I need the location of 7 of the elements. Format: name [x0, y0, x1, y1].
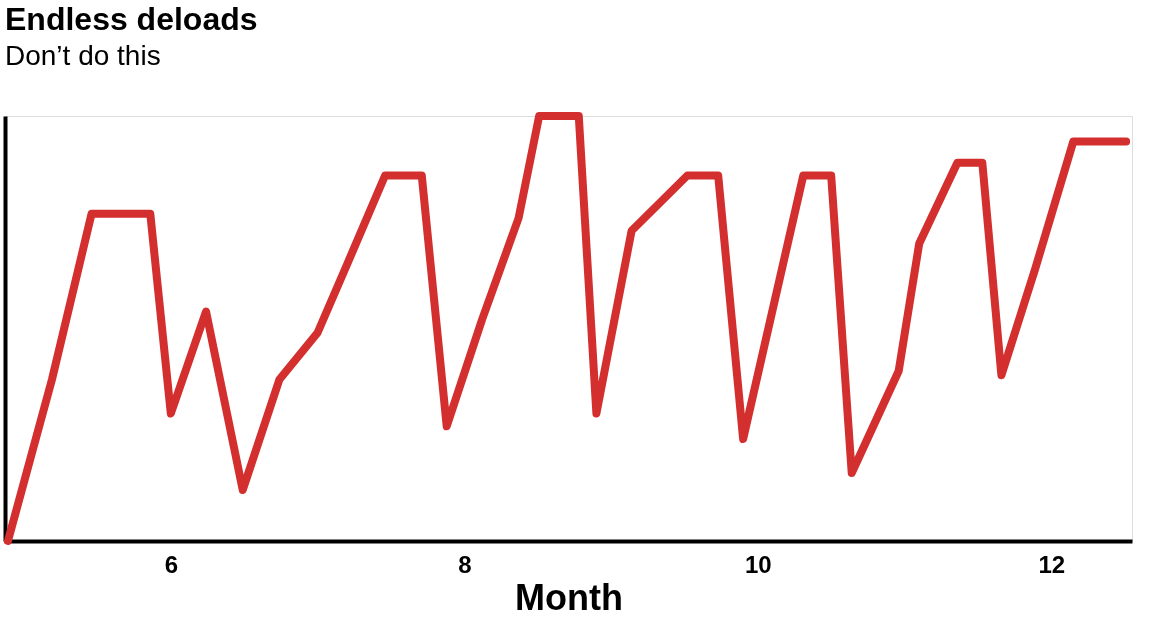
- x-axis-title: Month: [515, 576, 623, 618]
- x-tick-label: 12: [1038, 550, 1066, 578]
- chart-title: Endless deloads: [5, 1, 258, 37]
- chart-subtitle: Don’t do this: [5, 40, 161, 71]
- x-tick-label: 8: [458, 550, 472, 578]
- x-tick-label: 6: [164, 550, 178, 578]
- x-tick-label: 10: [744, 550, 772, 578]
